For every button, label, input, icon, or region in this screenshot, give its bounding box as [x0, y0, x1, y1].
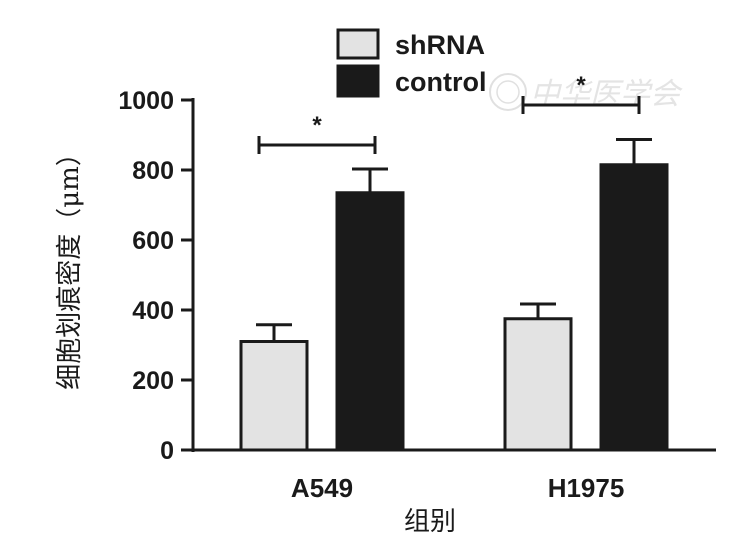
x-tick-label: A549 — [291, 473, 353, 503]
watermark-text: 中华医学会 — [530, 77, 683, 112]
y-axis-title: 细胞划痕密度（μm） — [55, 140, 85, 390]
x-axis-title: 组别 — [404, 507, 456, 537]
legend-label-shrna: shRNA — [395, 30, 485, 60]
y-ticks: 0 200 400 600 800 1000 — [118, 87, 193, 465]
bars — [239, 138, 669, 452]
y-tick-label: 0 — [160, 437, 174, 465]
bar-control-h1975 — [599, 163, 669, 452]
y-tick-label: 800 — [132, 157, 174, 185]
bar-control-a549 — [335, 191, 405, 452]
legend-label-control: control — [395, 67, 487, 97]
category-labels: A549 H1975 — [291, 473, 624, 503]
significance-markers: ** — [257, 72, 641, 154]
significance-star: * — [576, 72, 586, 99]
y-tick-label: 1000 — [118, 87, 174, 115]
significance-star: * — [312, 112, 322, 139]
y-tick-label: 400 — [132, 297, 174, 325]
bar-shrna-h1975 — [503, 317, 573, 452]
y-tick-label: 600 — [132, 227, 174, 255]
bar-shrna-a549 — [239, 340, 309, 452]
x-tick-label: H1975 — [548, 473, 625, 503]
legend: shRNA control — [336, 28, 487, 98]
y-tick-label: 200 — [132, 367, 174, 395]
legend-swatch-shrna — [336, 28, 380, 60]
legend-swatch-control — [336, 64, 380, 98]
